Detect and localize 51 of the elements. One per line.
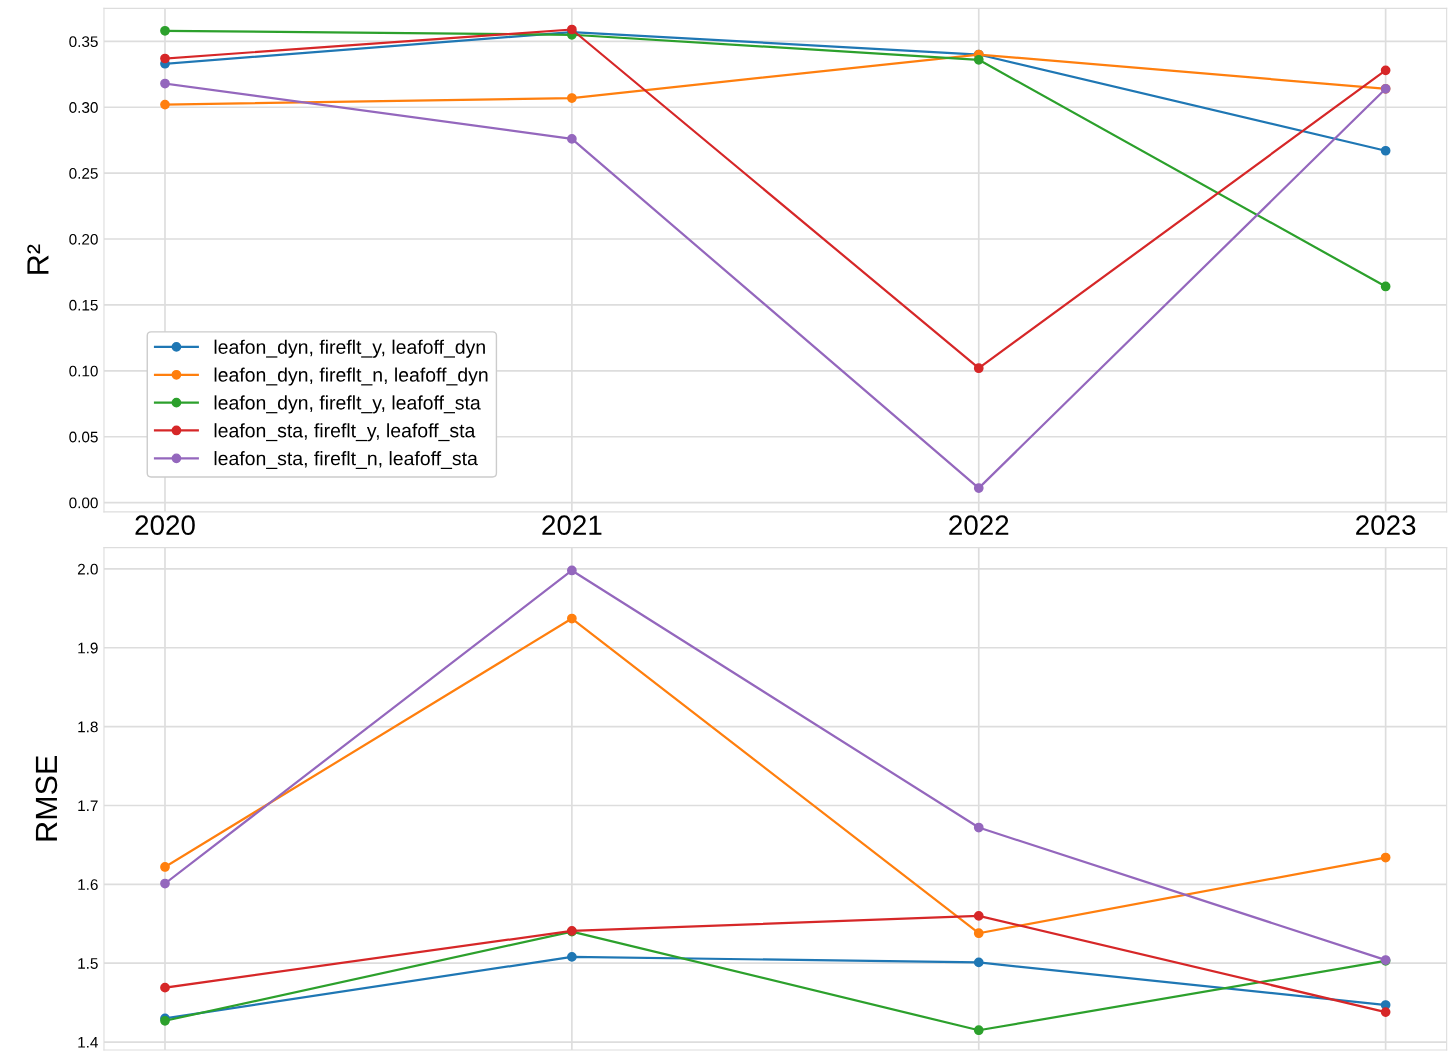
point xyxy=(160,982,170,993)
point xyxy=(160,25,170,36)
x-tick-label: 2021 xyxy=(542,515,602,536)
point xyxy=(973,928,984,939)
point xyxy=(567,93,577,103)
point xyxy=(973,957,984,968)
y-tick-label: 1.7 xyxy=(78,800,98,811)
point xyxy=(1380,281,1391,292)
point xyxy=(160,862,170,872)
legend-label: leafon_dyn, fireflt_y, leafoff_dyn xyxy=(214,339,485,358)
point xyxy=(1380,145,1391,156)
y-tick-label: 2.0 xyxy=(77,563,98,575)
point xyxy=(567,613,577,624)
y-axis-title: RMSE xyxy=(35,755,58,841)
point xyxy=(973,1025,984,1036)
point xyxy=(567,134,577,144)
y-tick-label: 1.6 xyxy=(78,879,98,891)
x-tick-label: 2023 xyxy=(1356,515,1416,536)
point xyxy=(973,54,984,65)
point xyxy=(160,99,170,110)
point xyxy=(160,878,170,889)
point xyxy=(160,78,170,89)
y-tick-label: 1.8 xyxy=(78,721,98,733)
legend-label: leafon_dyn, fireflt_y, leafoff_sta xyxy=(214,395,481,414)
y-tick-label: 0.30 xyxy=(69,102,98,113)
y-tick-label: 0.00 xyxy=(69,497,98,509)
point xyxy=(1380,1007,1391,1017)
legend-label: leafon_sta, fireflt_n, leafoff_sta xyxy=(214,451,478,469)
point xyxy=(973,911,984,921)
point xyxy=(567,565,577,576)
y-tick-label: 1.5 xyxy=(78,958,98,969)
y-tick-label: 0.35 xyxy=(69,36,98,48)
point xyxy=(973,822,984,833)
y-tick-label: 0.25 xyxy=(69,168,98,179)
y-tick-label: 1.9 xyxy=(78,642,98,654)
y-tick-label: 0.20 xyxy=(69,233,98,245)
x-tick-label: 2022 xyxy=(949,515,1009,536)
point xyxy=(1380,852,1391,863)
point xyxy=(567,952,577,962)
point xyxy=(973,363,984,374)
y-tick-label: 1.4 xyxy=(78,1037,98,1048)
y-axis-title: R² xyxy=(27,244,49,274)
legend-label: leafon_sta, fireflt_y, leafoff_sta xyxy=(214,423,476,442)
legend-label: leafon_dyn, fireflt_n, leafoff_dyn xyxy=(214,367,488,386)
y-tick-label: 0.10 xyxy=(69,365,98,377)
point xyxy=(973,483,984,493)
y-tick-label: 0.15 xyxy=(69,299,98,311)
point xyxy=(1380,65,1391,76)
point xyxy=(160,53,170,64)
x-tick-label: 2020 xyxy=(135,515,195,536)
y-tick-label: 0.05 xyxy=(69,431,98,443)
